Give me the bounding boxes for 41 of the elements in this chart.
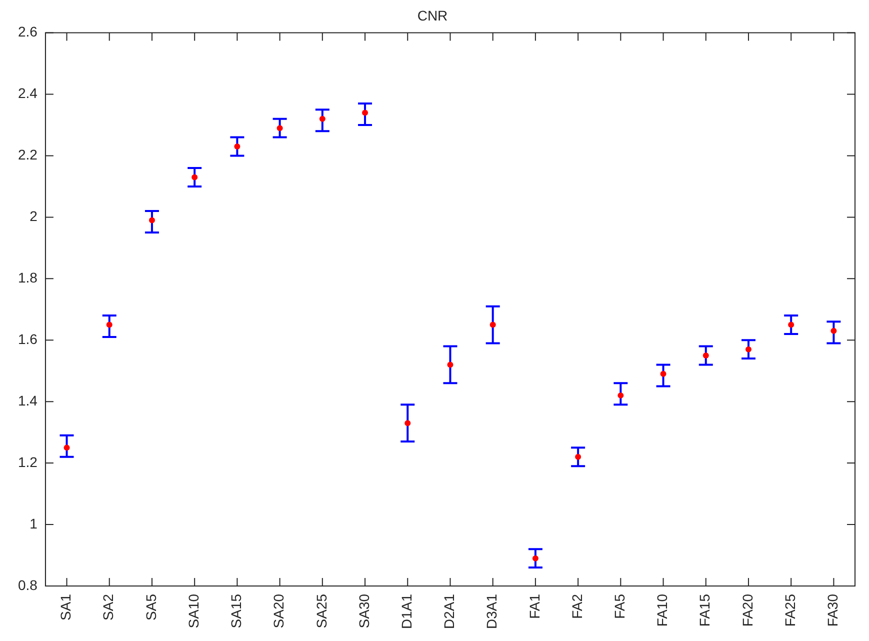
point xyxy=(618,392,624,398)
x-tick-label: D2A1 xyxy=(441,594,458,630)
x-tick-label: FA30 xyxy=(824,594,841,627)
y-tick-label: 1.2 xyxy=(18,454,38,470)
x-tick-label: D1A1 xyxy=(398,594,414,630)
x-tick-label: SA1 xyxy=(58,594,74,620)
y-tick-label: 1.4 xyxy=(18,392,38,408)
x-tick-label: FA20 xyxy=(739,594,756,627)
y-tick-label: 2 xyxy=(30,208,38,224)
point xyxy=(148,217,155,224)
x-tick-label: FA2 xyxy=(568,594,585,619)
x-tick-label: SA5 xyxy=(142,594,159,620)
y-tick-label: 2.2 xyxy=(18,146,38,163)
x-tick-label: FA1 xyxy=(526,594,542,619)
point xyxy=(64,444,70,451)
y-tick-label: 2.6 xyxy=(18,24,38,40)
point xyxy=(830,328,837,334)
x-tick-label: SA30 xyxy=(356,594,372,628)
x-tick-label: FA25 xyxy=(782,594,798,627)
y-tick-label: 1 xyxy=(30,515,38,532)
x-tick-label: SA15 xyxy=(228,594,244,628)
y-tick-label: 0.8 xyxy=(18,576,38,593)
x-tick-label: FA15 xyxy=(696,594,713,627)
x-tick-label: SA20 xyxy=(270,594,287,628)
x-tick-label: D3A1 xyxy=(484,594,500,630)
x-tick-label: SA2 xyxy=(100,594,116,620)
point xyxy=(404,420,411,426)
x-tick-label: FA5 xyxy=(612,594,628,619)
x-tick-label: SA25 xyxy=(313,594,330,628)
point xyxy=(319,116,326,122)
x-tick-label: SA10 xyxy=(185,594,202,628)
y-tick-label: 1.6 xyxy=(18,330,38,347)
x-tick-label: FA10 xyxy=(654,594,670,627)
y-tick-label: 2.4 xyxy=(18,85,38,102)
point xyxy=(106,322,112,328)
point xyxy=(362,110,368,116)
chart-title: CNR xyxy=(417,7,448,24)
y-tick-label: 1.8 xyxy=(18,270,38,286)
point xyxy=(447,362,454,368)
point xyxy=(660,370,666,377)
point xyxy=(490,322,496,328)
